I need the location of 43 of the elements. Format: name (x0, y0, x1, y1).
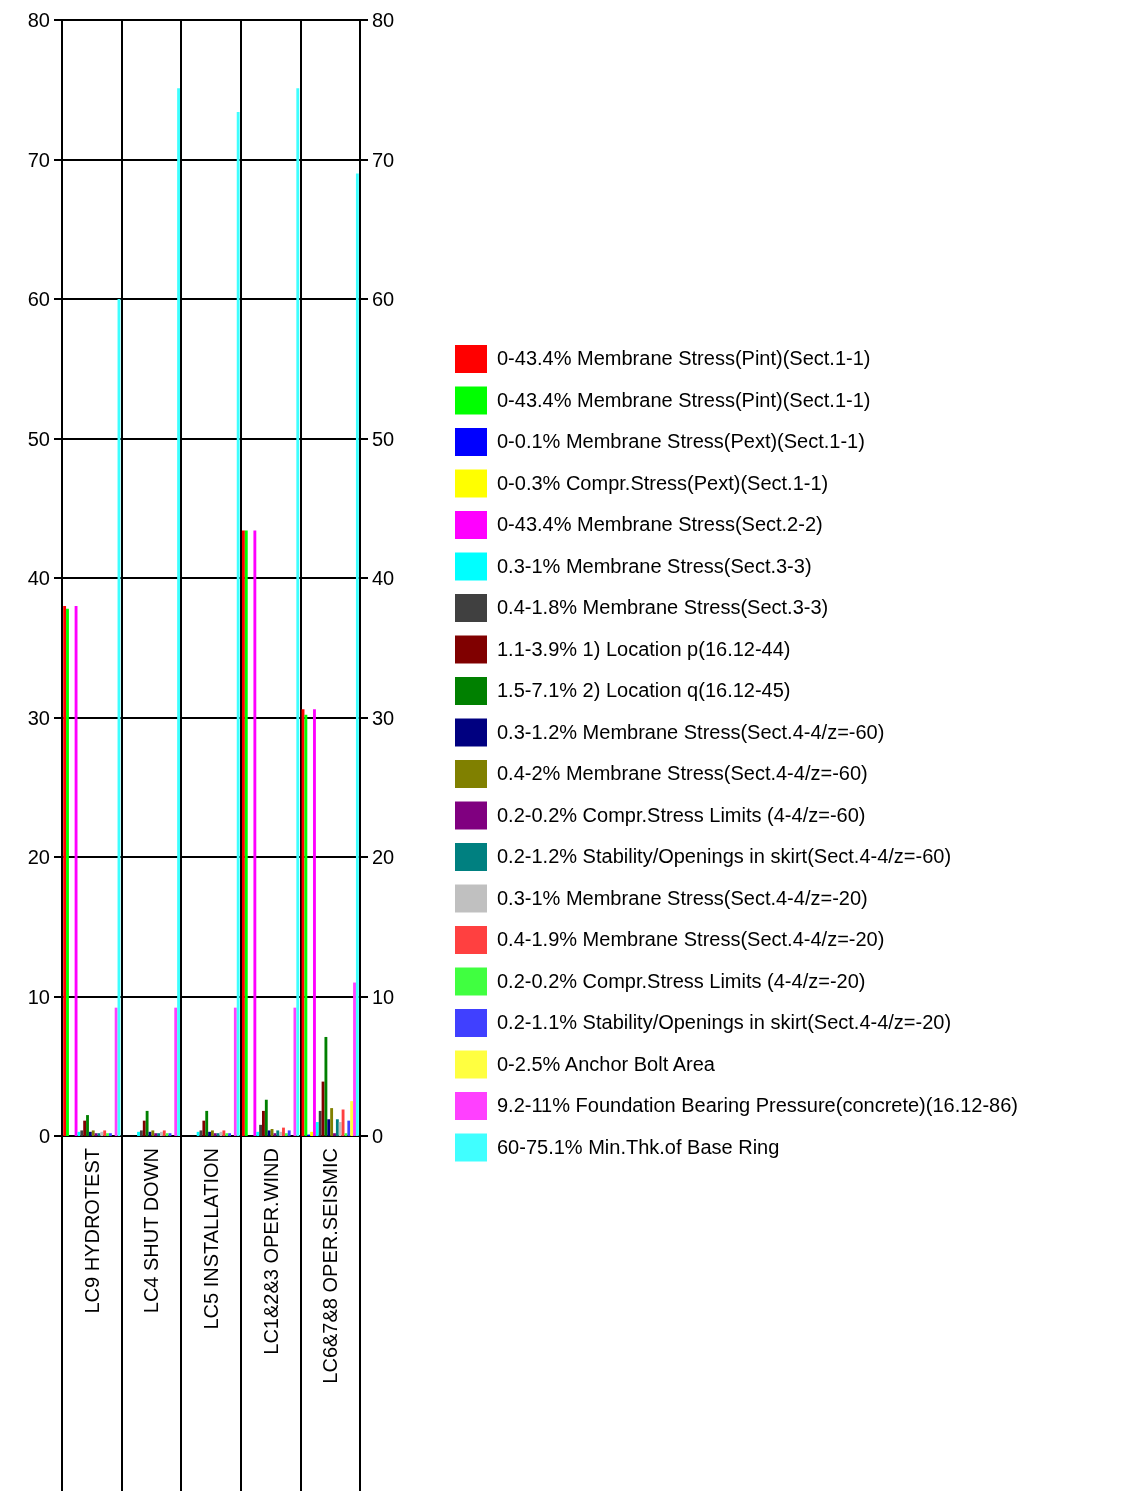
y2-tick-label: 50 (372, 427, 395, 450)
y-tick-label: 30 (27, 706, 50, 729)
legend-label: 0-2.5% Anchor Bolt Area (497, 1052, 716, 1075)
x-tick-label: LC4 SHUT DOWN (140, 1148, 163, 1314)
y-tick-label: 70 (27, 148, 50, 171)
y-tick-label: 50 (27, 427, 50, 450)
y2-tick-label: 30 (372, 706, 395, 729)
legend-label: 0.2-0.2% Compr.Stress Limits (4-4/z=-20) (497, 969, 866, 992)
x-tick-label: LC1&2&3 OPER.WIND (259, 1148, 282, 1355)
legend-label: 0.4-2% Membrane Stress(Sect.4-4/z=-60) (497, 762, 868, 784)
y2-tick-label: 80 (372, 9, 395, 31)
legend-label: 60-75.1% Min.Thk.of Base Ring (497, 1135, 780, 1158)
y-tick-label: 0 (38, 1125, 50, 1147)
legend-label: 0.4-1.9% Membrane Stress(Sect.4-4/z=-20) (497, 928, 885, 950)
y-tick-label: 80 (27, 9, 50, 31)
legend-label: 0-0.3% Compr.Stress(Pext)(Sect.1-1) (497, 471, 829, 494)
y2-tick-label: 0 (372, 1125, 384, 1147)
y2-tick-label: 20 (372, 846, 395, 868)
legend-label: 0-43.4% Membrane Stress(Pint)(Sect.1-1) (497, 388, 871, 411)
x-tick-label: LC6&7&8 OPER.SEISMIC (319, 1148, 342, 1384)
legend-label: 0.3-1% Membrane Stress(Sect.4-4/z=-20) (497, 886, 868, 909)
y2-tick-label: 60 (372, 288, 395, 310)
y2-tick-label: 10 (372, 985, 395, 1008)
legend-label: 0.2-1.2% Stability/Openings in skirt(Sect.4-4/z=-60) (497, 845, 952, 867)
x-tick-label: LC5 INSTALLATION (200, 1148, 222, 1330)
legend-label: 0.3-1% Membrane Stress(Sect.3-3) (497, 554, 812, 577)
legend-label: 0-43.4% Membrane Stress(Sect.2-2) (497, 513, 823, 535)
x-tick-label: LC9 HYDROTEST (80, 1148, 103, 1314)
y-tick-label: 60 (27, 288, 50, 310)
y-tick-label: 10 (27, 985, 50, 1008)
y2-tick-label: 40 (372, 567, 395, 589)
legend-label: 0-43.4% Membrane Stress(Pint)(Sect.1-1) (497, 347, 871, 369)
y-tick-label: 40 (27, 567, 50, 589)
legend-label: 1.5-7.1% 2) Location q(16.12-45) (497, 679, 791, 701)
legend-label: 0.2-0.2% Compr.Stress Limits (4-4/z=-60) (497, 803, 866, 826)
legend-label: 9.2-11% Foundation Bearing Pressure(concrete)(16.12-86) (497, 1094, 1019, 1116)
legend-label: 1.1-3.9% 1) Location p(16.12-44) (497, 637, 791, 660)
legend-label: 0.3-1.2% Membrane Stress(Sect.4-4/z=-60) (497, 720, 885, 743)
y-tick-label: 20 (27, 846, 50, 868)
legend-label: 0-0.1% Membrane Stress(Pext)(Sect.1-1) (497, 430, 865, 452)
legend-label: 0.4-1.8% Membrane Stress(Sect.3-3) (497, 596, 829, 618)
y2-tick-label: 70 (372, 148, 395, 171)
legend-label: 0.2-1.1% Stability/Openings in skirt(Sect.4-4/z=-20) (497, 1011, 952, 1033)
